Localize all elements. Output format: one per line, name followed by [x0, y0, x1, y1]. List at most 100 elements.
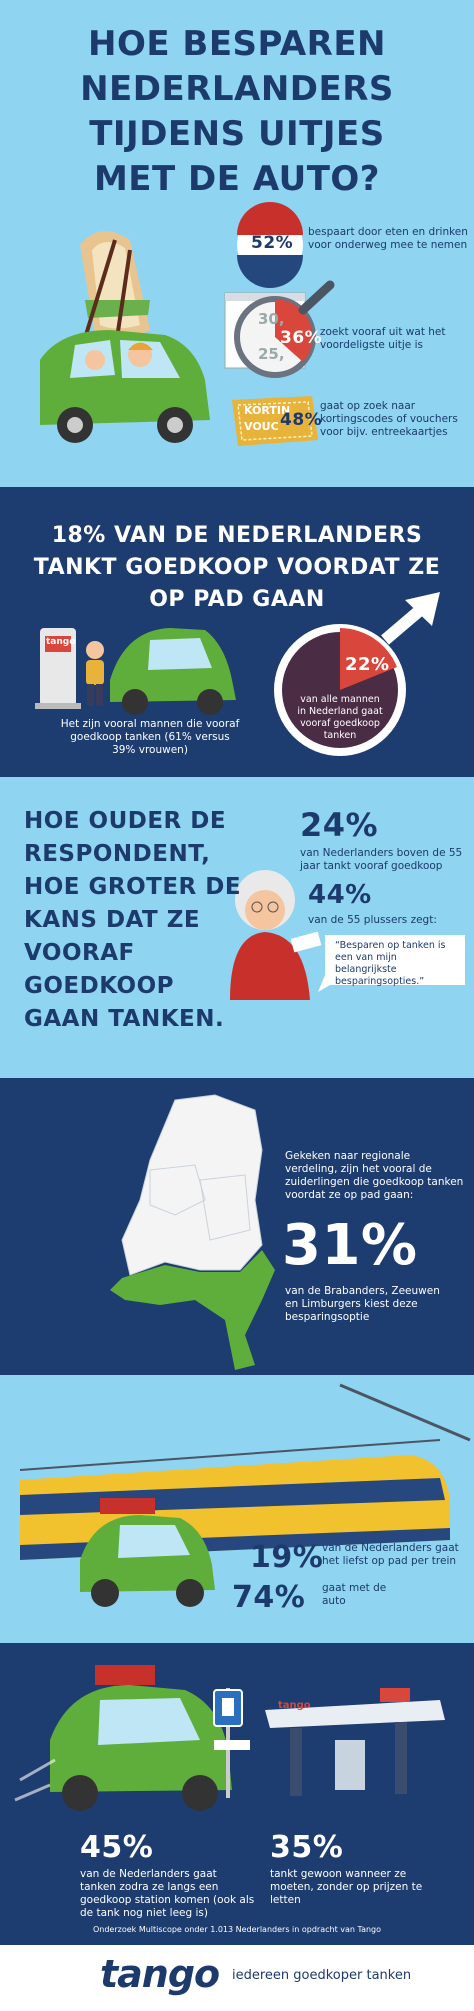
car-part: [148, 638, 212, 670]
percent: 74%: [232, 1580, 306, 1615]
stat-text: tankt gewoon wanneer ze moeten, zonder o…: [270, 1868, 423, 1906]
title-line: NEDERLANDERS: [80, 69, 394, 109]
heading: HOE OUDER DE RESPONDENT, HOE GROTER DE K…: [24, 805, 241, 1036]
sandwich-car: [40, 231, 210, 443]
flag-badge-part: [237, 202, 303, 235]
magnifier-part: [275, 299, 313, 362]
percent: 44%: [308, 880, 372, 910]
stat-text: bespaart door eten en drinken voor onder…: [308, 226, 468, 251]
stat-text: van de 55 plussers zegt:: [308, 914, 437, 926]
map-part: [121, 1094, 263, 1276]
car-part: [98, 1698, 200, 1745]
percent: 24%: [300, 806, 379, 844]
man-part: [87, 684, 94, 706]
fuel-pump-part: [45, 636, 71, 652]
voucher-text: VOUC: [244, 420, 279, 433]
percent: 48%: [280, 410, 323, 430]
flag-badge-part: [237, 255, 303, 288]
section-bg: [0, 777, 474, 1078]
stat-text: gaat met de auto: [322, 1582, 387, 1607]
stat-text: van de Brabanders, Zeeuwen en Limburgers…: [285, 1285, 440, 1323]
car-part: [100, 1498, 155, 1514]
gas-station-part: [290, 1728, 302, 1796]
gas-station-part: [335, 1740, 365, 1790]
percent: 31%: [282, 1213, 418, 1278]
gas-station: [265, 1688, 445, 1796]
voucher: [232, 396, 318, 446]
logo: tango: [100, 1952, 220, 1996]
voucher-text: KORTIN: [244, 404, 291, 417]
magnifier-part: [225, 293, 305, 301]
road-sign-part: [214, 1740, 250, 1750]
car-part: [182, 1775, 218, 1811]
male-symbol: [274, 592, 440, 756]
map-part: [199, 1174, 251, 1241]
flag-badge: [237, 202, 303, 288]
elderly-woman-part: [245, 890, 285, 930]
fuel-pump-part: [35, 703, 81, 709]
voucher-part: [237, 401, 313, 441]
car-part: [122, 689, 148, 715]
car: [14, 1665, 232, 1811]
heading-line: OP PAD GAAN: [149, 587, 325, 612]
tagline: iedereen goedkoper tanken: [232, 1968, 412, 1983]
heading-line: 18% VAN DE NEDERLANDERS: [51, 523, 423, 548]
speech-bubble: [318, 935, 465, 992]
stat-text: van Nederlanders boven de 55 jaar tankt …: [300, 847, 463, 872]
title-line: HOE BESPAREN: [87, 24, 387, 64]
heading: 18% VAN DE NEDERLANDERS TANKT GOEDKOOP V…: [0, 520, 474, 616]
elderly-woman-part: [267, 901, 279, 913]
man-part: [86, 641, 104, 659]
stat-text: van de Nederlanders gaat tanken zodra ze…: [80, 1868, 255, 1919]
fuel-pump: [35, 628, 81, 709]
road-sign-part: [222, 1698, 234, 1716]
elderly-woman-part: [251, 901, 263, 913]
magnifier: [224, 280, 335, 378]
price-tag: 25,: [258, 345, 285, 363]
price-tag: 30,: [258, 310, 285, 328]
stat-text: van de Nederlanders gaat het liefst op p…: [322, 1542, 459, 1567]
sandwich-car-part: [85, 350, 105, 370]
map-part: [110, 1250, 275, 1370]
car-part: [62, 1775, 98, 1811]
man-part: [86, 660, 104, 685]
percent: 22%: [345, 654, 390, 675]
source: Onderzoek Multiscope onder 1.013 Nederla…: [92, 1925, 382, 1934]
pump-brand: tango: [46, 637, 76, 647]
stat-text: gaat op zoek naar kortingscodes of vouch…: [320, 400, 458, 438]
sandwich-car-part: [67, 417, 83, 433]
train-part: [339, 1383, 471, 1442]
car-part: [118, 1525, 190, 1558]
quote: “Besparen op tanken is een van mijn bela…: [335, 940, 446, 987]
map-part: [149, 1164, 206, 1216]
sandwich-car-part: [167, 417, 183, 433]
title-line: TIJDENS UITJES: [89, 114, 385, 154]
man-part: [96, 684, 103, 706]
percent: 52%: [251, 233, 294, 253]
car: [80, 1498, 215, 1607]
percent: 45%: [80, 1830, 154, 1865]
gas-station-part: [380, 1688, 410, 1702]
car-part: [176, 1579, 204, 1607]
heading-line: HOE OUDER DE: [24, 808, 227, 834]
elderly-woman-part: [230, 932, 310, 1000]
percent: 36%: [280, 328, 323, 348]
male-symbol-part: [340, 628, 397, 690]
car-part: [95, 1665, 155, 1685]
gas-station-part: [265, 1700, 445, 1728]
section-bg: [0, 1945, 474, 2011]
man: [86, 641, 104, 706]
stat-text: zoekt vooraf uit wat het voordeligste ui…: [320, 326, 446, 351]
percent: 35%: [270, 1830, 344, 1865]
sandwich-car-part: [85, 300, 150, 318]
magnifier-part: [298, 280, 335, 315]
title-line: MET DE AUTO?: [93, 159, 381, 199]
road-sign: [213, 1688, 250, 1798]
station-brand: tango: [278, 1700, 311, 1711]
region-intro: Gekeken naar regionale verdeling, zijn h…: [285, 1150, 464, 1201]
heading-line: HOE GROTER DE: [24, 874, 242, 900]
car-part: [197, 689, 223, 715]
heading-line: TANKT GOEDKOOP VOORDAT ZE: [33, 555, 441, 580]
